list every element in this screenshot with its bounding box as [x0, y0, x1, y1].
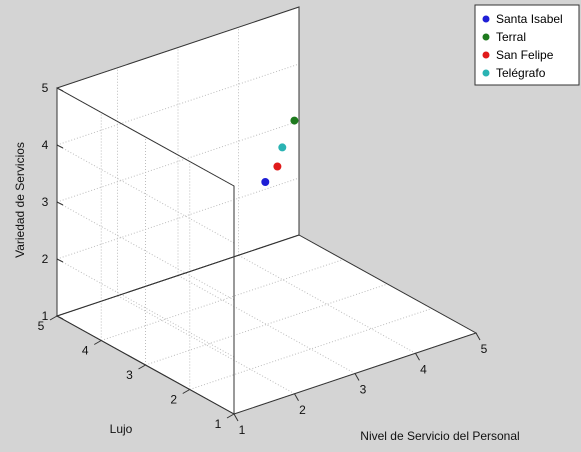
- grid-line: [56, 63, 300, 146]
- z-axis-label: Variedad de Servicios: [13, 142, 27, 258]
- legend-marker: [482, 51, 490, 59]
- legend-label: San Felipe: [496, 48, 554, 62]
- z-tick-mark: [56, 315, 64, 320]
- legend-marker: [482, 69, 490, 77]
- grid-line: [145, 283, 388, 366]
- legend-label: Terral: [496, 30, 526, 44]
- x-tick-mark: [354, 373, 360, 381]
- z-tick-label: 3: [42, 195, 49, 209]
- data-point: [290, 116, 299, 125]
- x-axis-label: Nivel de Servicio del Personal: [360, 429, 519, 443]
- grid-line: [177, 275, 356, 374]
- z-tick-label: 1: [42, 309, 49, 323]
- grid-line: [56, 201, 235, 301]
- y-tick-label: 4: [82, 344, 89, 358]
- data-points: [261, 116, 299, 186]
- legend-marker: [482, 33, 490, 41]
- grid-line: [56, 177, 300, 260]
- data-point: [278, 143, 287, 152]
- y-axis-label: Lujo: [110, 422, 133, 436]
- grid-line: [117, 295, 295, 395]
- x-tick-label: 2: [299, 403, 306, 417]
- y-tick-label: 2: [170, 393, 177, 407]
- y-tick-label: 3: [126, 368, 133, 382]
- grid-line: [101, 259, 344, 341]
- z-tick-mark: [56, 144, 64, 149]
- y-tick-label: 5: [38, 319, 45, 333]
- z-tick-label: 2: [42, 252, 49, 266]
- y-tick-mark: [226, 413, 235, 419]
- legend-label: Santa Isabel: [496, 12, 563, 26]
- x-tick-label: 1: [239, 423, 246, 437]
- z-tick-mark: [56, 258, 64, 263]
- data-point: [261, 178, 270, 186]
- legend: Santa Isabel Terral San Felipe Telégrafo: [474, 4, 580, 86]
- axes-panels: [57, 7, 476, 414]
- legend-label: Telégrafo: [496, 66, 546, 80]
- z-tick-mark: [56, 87, 64, 92]
- grid-line: [56, 120, 300, 203]
- x-tick-label: 4: [420, 362, 427, 376]
- y-tick-mark: [138, 364, 146, 370]
- grid-line: [56, 258, 235, 358]
- x-tick-label: 3: [360, 383, 367, 397]
- y-tick-label: 1: [215, 417, 222, 431]
- x-tick-mark: [233, 413, 239, 422]
- data-point: [273, 162, 282, 171]
- x-tick-mark: [415, 353, 420, 361]
- grid-line: [238, 254, 416, 354]
- grid-line: [56, 144, 235, 244]
- y-tick-mark: [49, 315, 58, 321]
- z-tick-mark: [56, 201, 64, 206]
- grid-line: [189, 308, 432, 390]
- back-wall-edge: [56, 6, 300, 317]
- y-tick-mark: [182, 389, 190, 394]
- legend-marker: [482, 15, 490, 23]
- z-tick-label: 5: [42, 81, 49, 95]
- legend-box: [474, 4, 580, 86]
- x-tick-label: 5: [481, 342, 488, 356]
- z-tick-label: 4: [42, 138, 49, 152]
- y-tick-mark: [94, 340, 102, 345]
- x-tick-mark: [294, 393, 299, 401]
- x-tick-mark: [475, 332, 481, 341]
